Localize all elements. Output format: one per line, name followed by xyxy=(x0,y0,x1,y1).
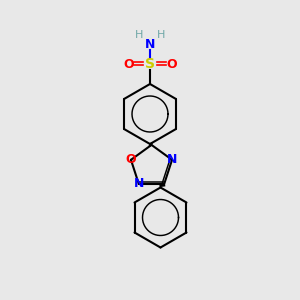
Text: O: O xyxy=(166,58,177,71)
Text: N: N xyxy=(134,178,144,190)
Text: S: S xyxy=(145,58,155,71)
Text: O: O xyxy=(126,153,136,166)
Text: O: O xyxy=(123,58,134,71)
Text: N: N xyxy=(167,153,177,166)
Text: H: H xyxy=(157,29,166,40)
Text: N: N xyxy=(145,38,155,52)
Text: H: H xyxy=(134,29,143,40)
